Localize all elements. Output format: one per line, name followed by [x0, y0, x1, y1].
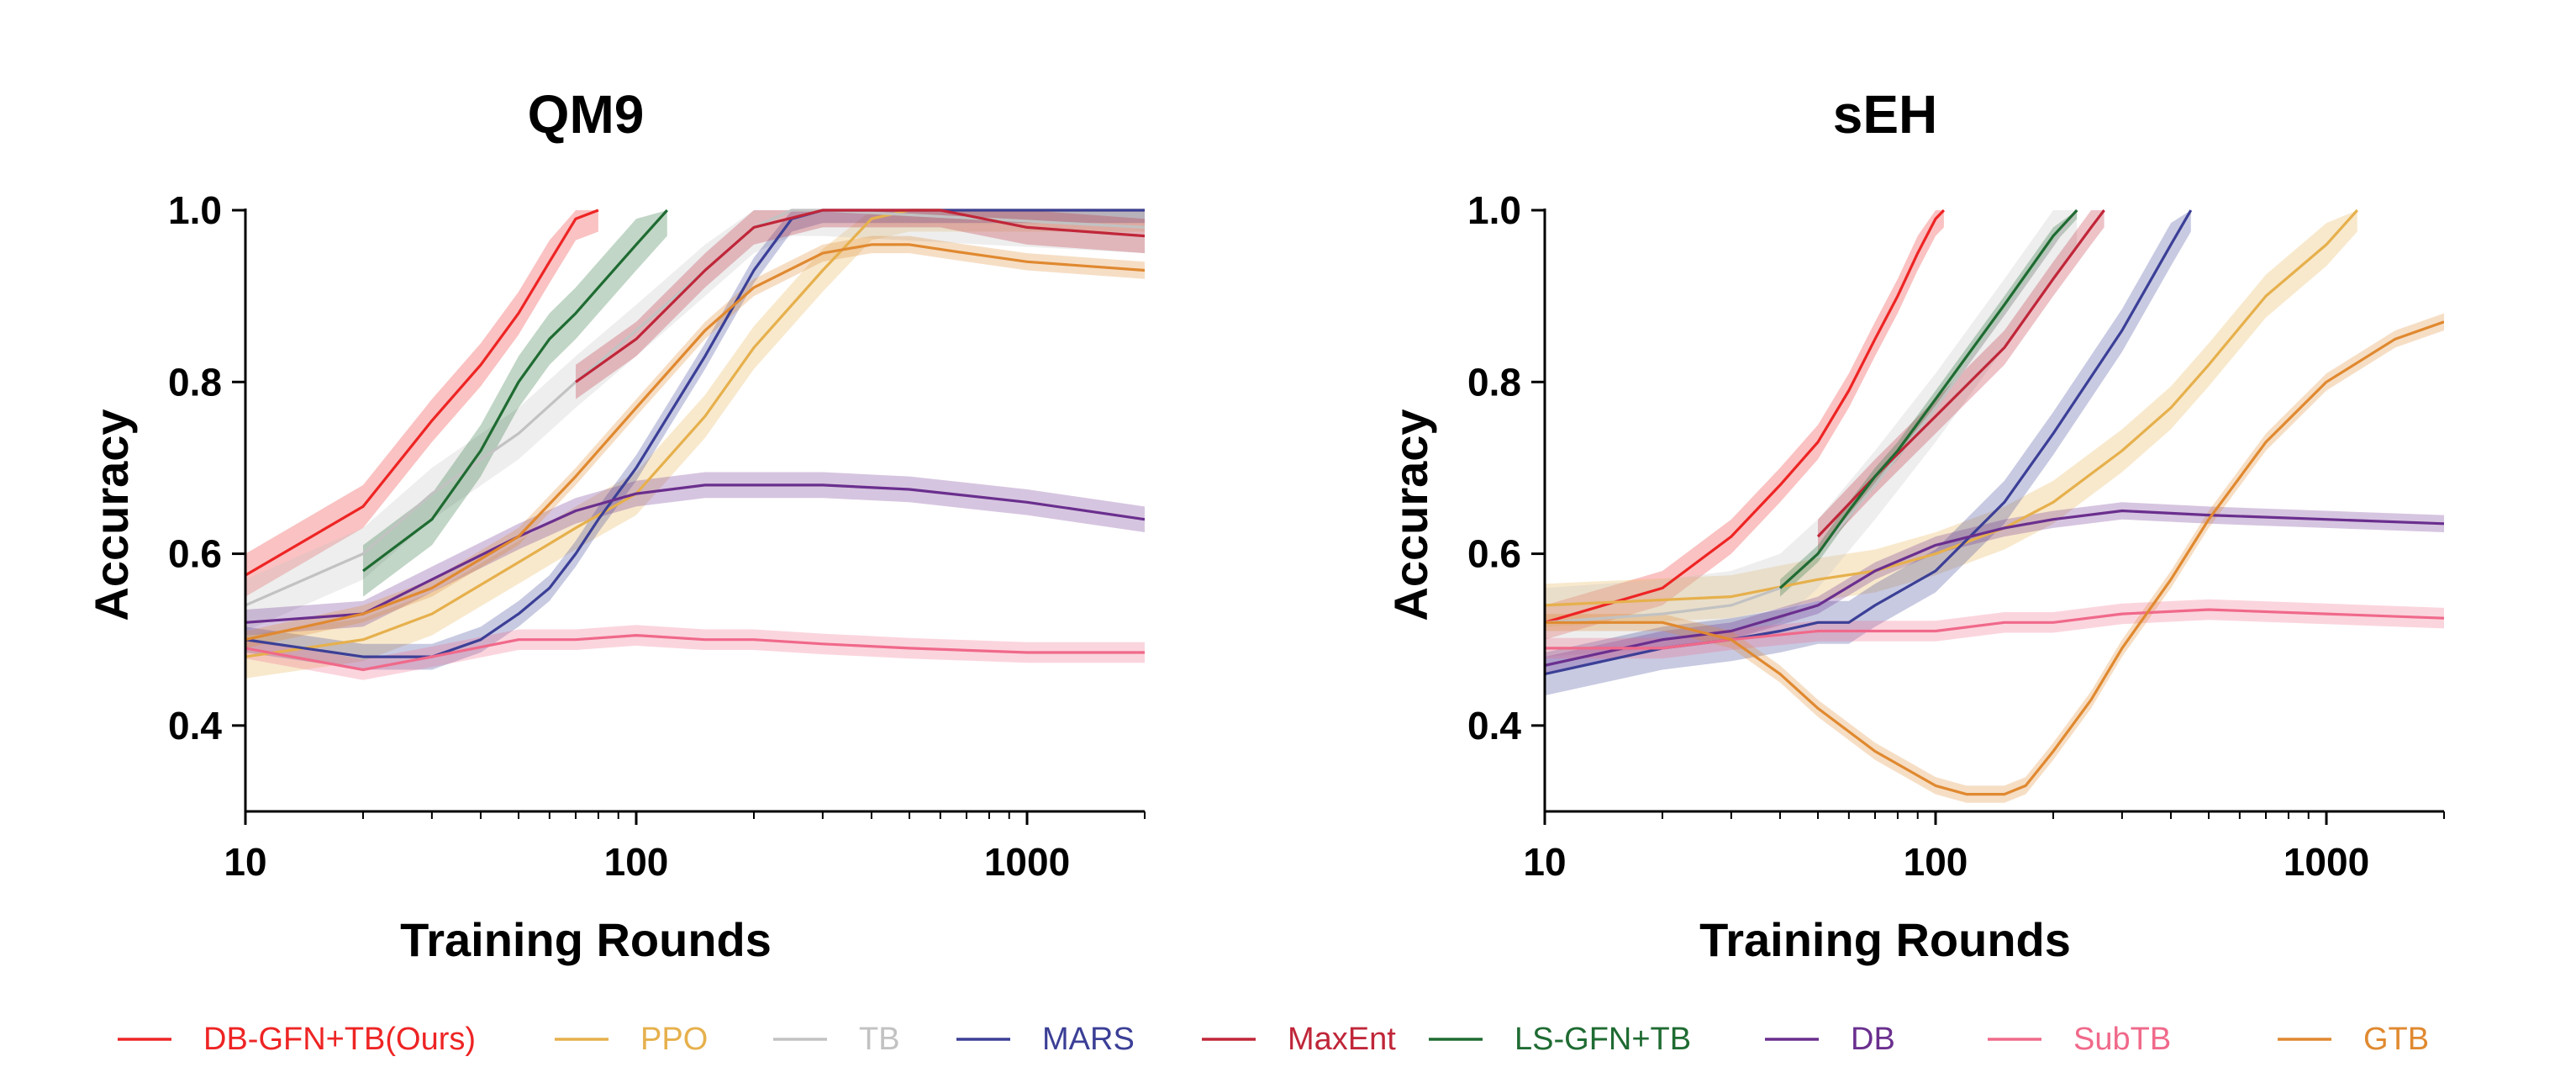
seh-series-subtb — [1545, 608, 2444, 650]
qm9-y-tick-label: 1.0 — [168, 188, 222, 232]
seh-series-tb — [1545, 209, 2078, 624]
legend-label: MARS — [1042, 1022, 1135, 1057]
qm9-y-tick-label: 0.8 — [168, 360, 222, 404]
seh-series-ls-gfn-tb — [1778, 209, 2078, 589]
seh-y-tick-label: 0.8 — [1467, 360, 1521, 404]
legend-item-gtb: GTB — [2278, 1022, 2429, 1057]
qm9-x-tick-label: 1000 — [984, 840, 1070, 884]
seh-band-ppo — [1545, 210, 2357, 627]
legend-label: GTB — [2363, 1022, 2429, 1057]
seh-series-db — [1545, 509, 2444, 667]
qm9-series-tb — [245, 209, 1145, 607]
qm9-x-tick-label: 100 — [604, 840, 669, 884]
chart-panel-seh: 0.4 0.6 0.8 1.0 10 100 1000 sEH Training Rounds A… — [1384, 84, 2445, 966]
qm9-series-subtb — [245, 633, 1145, 672]
qm9-x-tick-label: 10 — [224, 840, 266, 884]
seh-y-axis-label: Accuracy — [1384, 409, 1437, 621]
legend-item-ppo: PPO — [555, 1022, 708, 1057]
qm9-y-tick-label: 0.6 — [168, 532, 222, 576]
seh-series-gtb — [1545, 320, 2444, 796]
qm9-band-tb — [245, 210, 1145, 631]
seh-y-tick-label: 0.6 — [1467, 532, 1521, 576]
qm9-series-db — [245, 483, 1145, 624]
seh-x-axis-label: Training Rounds — [1699, 913, 2071, 966]
qm9-y-tick-label: 0.4 — [168, 704, 222, 748]
seh-y-tick-label: 1.0 — [1467, 188, 1521, 232]
seh-x-tick-label: 100 — [1904, 840, 1968, 884]
qm9-band-ls-gfn-tb — [363, 210, 667, 597]
qm9-band-db-gfn-tb-ours — [245, 210, 598, 597]
legend-item-maxent: MaxEnt — [1202, 1022, 1396, 1057]
legend-item-mars: MARS — [956, 1022, 1135, 1057]
qm9-series-gtb — [245, 243, 1145, 642]
legend-item-db: DB — [1765, 1022, 1895, 1057]
seh-series-ppo — [1545, 209, 2358, 607]
qm9-band-ppo — [245, 210, 1145, 679]
seh-plot-area — [1545, 209, 2444, 803]
qm9-series-db-gfn-tb-ours — [245, 209, 599, 577]
legend-label: LS-GFN+TB — [1515, 1022, 1691, 1057]
legend-item-db-gfn-tb-ours: DB-GFN+TB(Ours) — [118, 1022, 476, 1057]
legend-label: TB — [859, 1022, 900, 1057]
seh-band-subtb — [1545, 599, 2444, 659]
legend-label: MaxEnt — [1288, 1022, 1396, 1057]
qm9-y-axis-label: Accuracy — [85, 409, 138, 621]
legend-item-tb: TB — [773, 1022, 900, 1057]
legend-label: PPO — [640, 1022, 708, 1057]
seh-band-gtb — [1545, 313, 2444, 803]
legend-label: DB-GFN+TB(Ours) — [203, 1022, 476, 1057]
qm9-series-ppo — [245, 209, 1145, 658]
seh-x-tick-label: 1000 — [2284, 840, 2369, 884]
chart-panel-qm9: 0.4 0.6 0.8 1.0 10 100 1000 QM9 Training Rounds A… — [85, 84, 1146, 966]
qm9-series-ls-gfn-tb — [362, 209, 668, 573]
legend-label: DB — [1851, 1022, 1895, 1057]
seh-band-db-gfn-tb-ours — [1545, 210, 1944, 640]
legend: DB-GFN+TB(Ours) PPO TB MARS MaxEnt LS-GFN+TB D… — [118, 1022, 2429, 1057]
qm9-plot-area — [245, 209, 1145, 680]
qm9-x-axis-label: Training Rounds — [400, 913, 772, 966]
legend-item-ls-gfn-tb: LS-GFN+TB — [1429, 1022, 1691, 1057]
legend-label: SubTB — [2073, 1022, 2171, 1057]
qm9-series-maxent — [575, 209, 1145, 383]
seh-x-tick-label: 10 — [1523, 840, 1566, 884]
legend-item-subtb: SubTB — [1988, 1022, 2171, 1057]
seh-y-tick-label: 0.4 — [1467, 704, 1521, 748]
qm9-title: QM9 — [528, 84, 645, 145]
qm9-band-subtb — [245, 625, 1145, 680]
seh-title: sEH — [1833, 84, 1938, 145]
seh-series-db-gfn-tb-ours — [1545, 209, 1946, 624]
seh-band-tb — [1545, 210, 2078, 658]
